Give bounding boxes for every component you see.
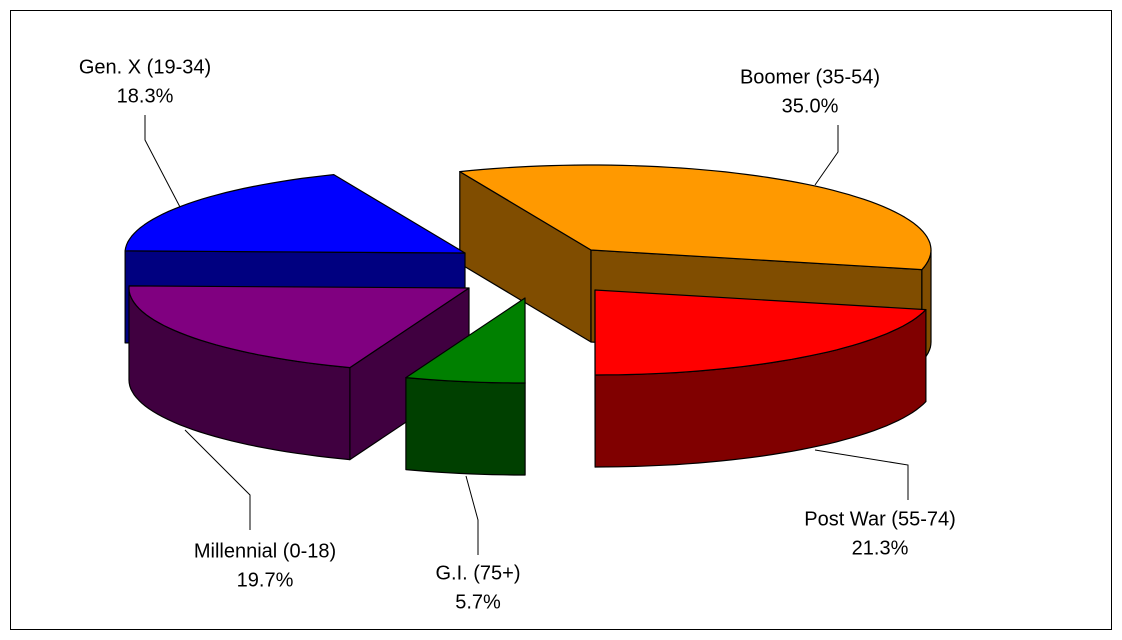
slice-value-label: 19.7%: [237, 569, 294, 591]
labels: Boomer (35-54) 35.0% Post War (55-74) 21.3%…: [79, 56, 956, 613]
slice-top: [124, 174, 466, 254]
slice-value-label: 35.0%: [782, 95, 839, 117]
slice: [128, 285, 470, 461]
slice-top: [459, 164, 932, 271]
slice-label: Millennial (0-18): [194, 540, 336, 562]
slice: [594, 289, 927, 468]
slice-label: Gen. X (19-34): [79, 56, 211, 78]
slice-value-label: 5.7%: [455, 591, 501, 613]
slice: [405, 297, 526, 476]
slice-label: G.I. (75+): [435, 562, 520, 584]
leader-line: [184, 429, 251, 530]
slice-label: Post War (55-74): [804, 508, 956, 530]
leader-line: [814, 449, 909, 500]
leader-line: [465, 475, 479, 555]
slice-value-label: 18.3%: [117, 85, 174, 107]
slice-top: [405, 297, 526, 384]
slice-outer-wall: [405, 377, 526, 476]
slice-label: Boomer (35-54): [740, 66, 880, 88]
leader-line: [814, 125, 839, 186]
slice-top: [128, 285, 470, 369]
slice-top: [594, 289, 927, 376]
slice-value-label: 21.3%: [852, 537, 909, 559]
pie: [124, 164, 932, 476]
leader-line: [144, 115, 181, 208]
